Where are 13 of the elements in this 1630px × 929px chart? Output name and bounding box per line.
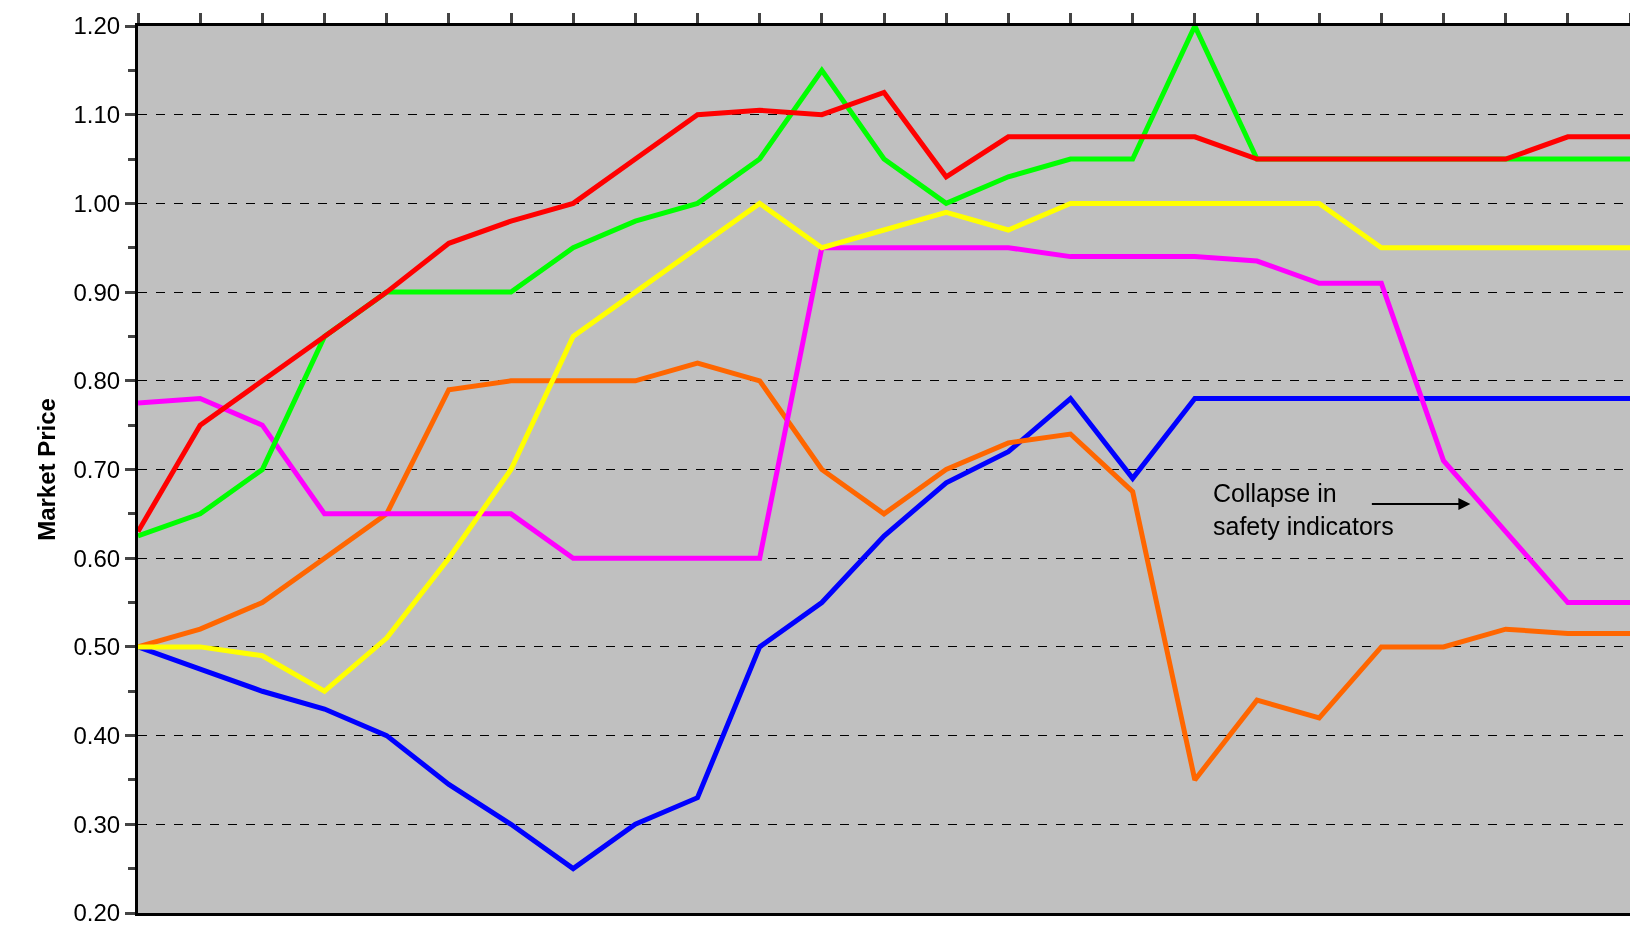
y-tick-label: 0.40 [73,722,121,749]
y-tick-label: 0.80 [73,367,121,395]
y-tick-label: 1.10 [73,101,121,129]
y-tick-label: 1.00 [73,189,121,217]
y-tick-label: 0.60 [73,544,121,572]
y-tick-label: 0.30 [73,810,121,838]
y-tick-label: 1.20 [73,12,121,40]
y-tick-label: 0.70 [73,455,121,483]
annotation: Collapse in safety indicators [1213,479,1394,540]
y-axis-title: Market Price [32,398,60,541]
y-tick-label: 0.90 [73,278,121,306]
y-tick-label: 0.50 [73,633,121,661]
y-tick-label: 0.20 [73,899,121,927]
